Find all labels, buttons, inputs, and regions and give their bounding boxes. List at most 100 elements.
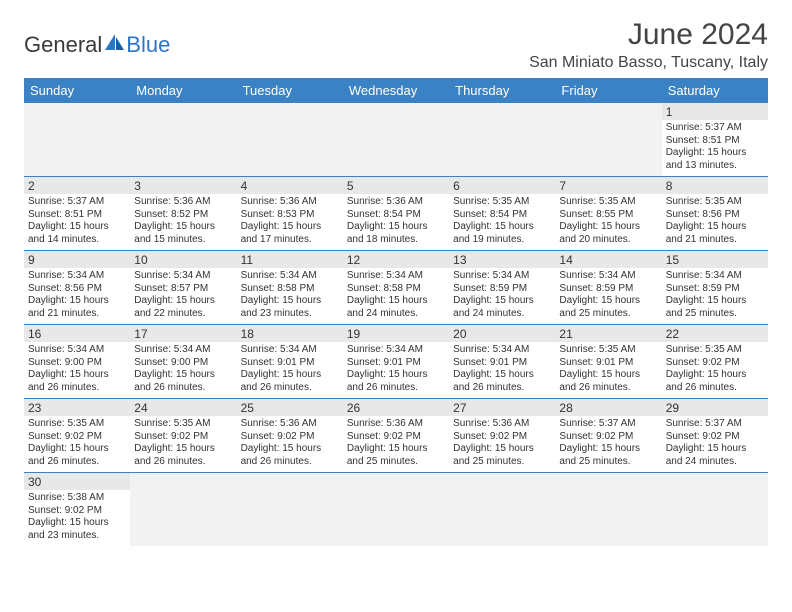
daylight-text: Daylight: 15 hours and 24 minutes. — [666, 443, 764, 468]
day-number: 13 — [449, 251, 555, 268]
sunset-text: Sunset: 8:59 PM — [453, 283, 551, 296]
day-number: 23 — [24, 399, 130, 416]
day-number: 7 — [555, 177, 661, 194]
day-cell: Sunrise: 5:35 AMSunset: 8:54 PMDaylight:… — [449, 194, 555, 250]
day-number: 30 — [24, 473, 130, 490]
day-number: 19 — [343, 325, 449, 342]
sunrise-text: Sunrise: 5:34 AM — [28, 270, 126, 283]
sunrise-text: Sunrise: 5:34 AM — [134, 270, 232, 283]
day-cell: Sunrise: 5:34 AMSunset: 9:00 PMDaylight:… — [130, 342, 236, 398]
day-cell: Sunrise: 5:38 AMSunset: 9:02 PMDaylight:… — [24, 490, 130, 546]
sunrise-text: Sunrise: 5:34 AM — [241, 344, 339, 357]
sunrise-text: Sunrise: 5:37 AM — [559, 418, 657, 431]
sunrise-text: Sunrise: 5:35 AM — [559, 344, 657, 357]
day-header: Wednesday — [343, 78, 449, 103]
sunset-text: Sunset: 8:58 PM — [241, 283, 339, 296]
daylight-text: Daylight: 15 hours and 26 minutes. — [666, 369, 764, 394]
day-cell: Sunrise: 5:34 AMSunset: 8:56 PMDaylight:… — [24, 268, 130, 324]
sunset-text: Sunset: 8:58 PM — [347, 283, 445, 296]
sunset-text: Sunset: 9:01 PM — [241, 357, 339, 370]
day-header: Tuesday — [237, 78, 343, 103]
day-number — [449, 103, 555, 120]
sunrise-text: Sunrise: 5:36 AM — [453, 418, 551, 431]
day-header: Friday — [555, 78, 661, 103]
logo: General Blue — [24, 18, 170, 58]
sunset-text: Sunset: 8:59 PM — [559, 283, 657, 296]
day-cell: Sunrise: 5:37 AMSunset: 8:51 PMDaylight:… — [662, 120, 768, 176]
day-cell: Sunrise: 5:34 AMSunset: 9:01 PMDaylight:… — [449, 342, 555, 398]
day-number: 11 — [237, 251, 343, 268]
day-cell: Sunrise: 5:35 AMSunset: 9:01 PMDaylight:… — [555, 342, 661, 398]
sunset-text: Sunset: 9:02 PM — [28, 431, 126, 444]
day-number: 6 — [449, 177, 555, 194]
daylight-text: Daylight: 15 hours and 20 minutes. — [559, 221, 657, 246]
day-number: 1 — [662, 103, 768, 120]
day-cell: Sunrise: 5:34 AMSunset: 8:59 PMDaylight:… — [662, 268, 768, 324]
logo-sail-icon — [104, 32, 126, 52]
daylight-text: Daylight: 15 hours and 24 minutes. — [453, 295, 551, 320]
sunrise-text: Sunrise: 5:35 AM — [666, 344, 764, 357]
sunset-text: Sunset: 9:01 PM — [559, 357, 657, 370]
daynum-row: 2345678 — [24, 177, 768, 194]
sunrise-text: Sunrise: 5:35 AM — [559, 196, 657, 209]
day-cell: Sunrise: 5:34 AMSunset: 8:59 PMDaylight:… — [449, 268, 555, 324]
day-number — [130, 103, 236, 120]
day-number: 4 — [237, 177, 343, 194]
day-number — [555, 473, 661, 490]
day-header: Thursday — [449, 78, 555, 103]
empty-cell — [343, 490, 449, 546]
sunset-text: Sunset: 9:02 PM — [241, 431, 339, 444]
empty-cell — [449, 490, 555, 546]
location-subtitle: San Miniato Basso, Tuscany, Italy — [529, 54, 768, 72]
daylight-text: Daylight: 15 hours and 21 minutes. — [666, 221, 764, 246]
daylight-text: Daylight: 15 hours and 22 minutes. — [134, 295, 232, 320]
day-number: 22 — [662, 325, 768, 342]
sunrise-text: Sunrise: 5:36 AM — [241, 418, 339, 431]
day-header: Saturday — [662, 78, 768, 103]
day-number — [449, 473, 555, 490]
sunset-text: Sunset: 8:55 PM — [559, 209, 657, 222]
sunrise-text: Sunrise: 5:34 AM — [453, 344, 551, 357]
sunset-text: Sunset: 8:56 PM — [28, 283, 126, 296]
day-cell: Sunrise: 5:36 AMSunset: 8:52 PMDaylight:… — [130, 194, 236, 250]
day-cell: Sunrise: 5:35 AMSunset: 9:02 PMDaylight:… — [24, 416, 130, 472]
page-title: June 2024 — [529, 18, 768, 52]
sunset-text: Sunset: 9:00 PM — [134, 357, 232, 370]
week-row: Sunrise: 5:38 AMSunset: 9:02 PMDaylight:… — [24, 490, 768, 546]
day-number — [343, 473, 449, 490]
sunset-text: Sunset: 8:52 PM — [134, 209, 232, 222]
daynum-row: 1 — [24, 103, 768, 120]
calendar: SundayMondayTuesdayWednesdayThursdayFrid… — [24, 78, 768, 546]
day-number: 2 — [24, 177, 130, 194]
day-number: 10 — [130, 251, 236, 268]
day-cell: Sunrise: 5:34 AMSunset: 8:58 PMDaylight:… — [237, 268, 343, 324]
day-cell: Sunrise: 5:34 AMSunset: 9:00 PMDaylight:… — [24, 342, 130, 398]
day-number: 25 — [237, 399, 343, 416]
daylight-text: Daylight: 15 hours and 25 minutes. — [666, 295, 764, 320]
sunset-text: Sunset: 8:51 PM — [28, 209, 126, 222]
daylight-text: Daylight: 15 hours and 26 minutes. — [28, 369, 126, 394]
day-cell: Sunrise: 5:34 AMSunset: 8:59 PMDaylight:… — [555, 268, 661, 324]
sunrise-text: Sunrise: 5:36 AM — [241, 196, 339, 209]
day-cell: Sunrise: 5:35 AMSunset: 9:02 PMDaylight:… — [130, 416, 236, 472]
sunrise-text: Sunrise: 5:35 AM — [134, 418, 232, 431]
day-cell: Sunrise: 5:34 AMSunset: 8:58 PMDaylight:… — [343, 268, 449, 324]
sunset-text: Sunset: 9:02 PM — [559, 431, 657, 444]
day-header: Monday — [130, 78, 236, 103]
day-number — [237, 103, 343, 120]
day-number: 8 — [662, 177, 768, 194]
week-row: Sunrise: 5:37 AMSunset: 8:51 PMDaylight:… — [24, 194, 768, 251]
day-cell: Sunrise: 5:36 AMSunset: 9:02 PMDaylight:… — [449, 416, 555, 472]
logo-text-1: General — [24, 32, 102, 58]
sunset-text: Sunset: 8:54 PM — [347, 209, 445, 222]
header: General Blue June 2024 San Miniato Basso… — [24, 18, 768, 72]
day-number: 26 — [343, 399, 449, 416]
empty-cell — [237, 490, 343, 546]
sunrise-text: Sunrise: 5:38 AM — [28, 492, 126, 505]
logo-text-2: Blue — [126, 32, 170, 58]
day-cell: Sunrise: 5:36 AMSunset: 9:02 PMDaylight:… — [237, 416, 343, 472]
day-number: 17 — [130, 325, 236, 342]
day-number: 27 — [449, 399, 555, 416]
sunset-text: Sunset: 9:02 PM — [347, 431, 445, 444]
sunset-text: Sunset: 9:02 PM — [666, 357, 764, 370]
